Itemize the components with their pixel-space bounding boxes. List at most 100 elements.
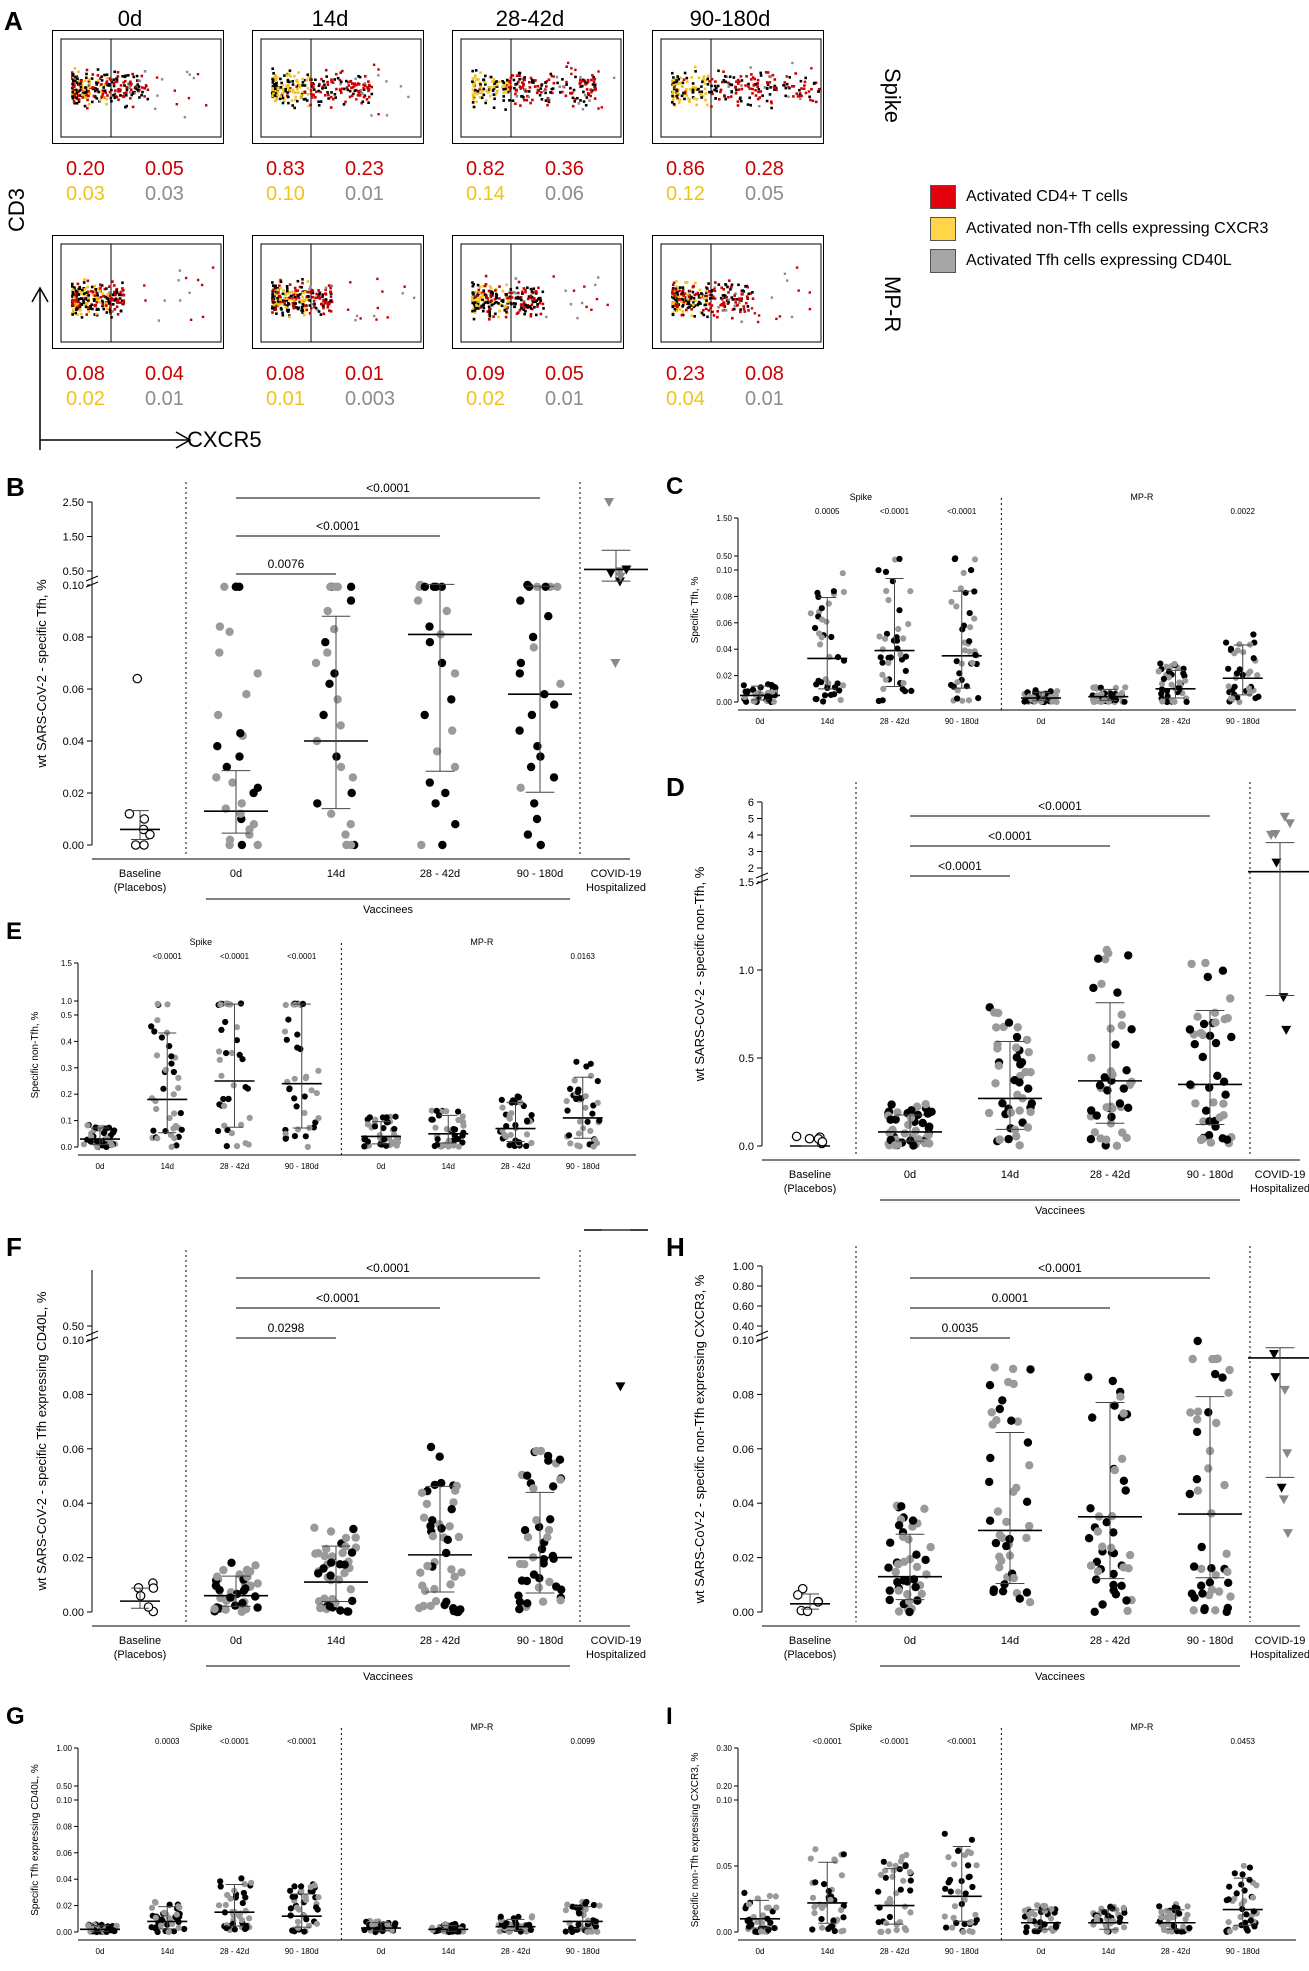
flow-event-dot	[736, 104, 740, 107]
flow-event-dot	[473, 303, 476, 307]
flow-event-dot	[109, 306, 112, 310]
data-point	[152, 1914, 159, 1921]
data-point	[216, 1048, 223, 1055]
flow-event-dot	[564, 94, 568, 98]
data-point	[425, 638, 435, 647]
flow-event-dot	[685, 76, 689, 80]
flow-event-dot	[329, 286, 332, 290]
flow-event-dot	[716, 310, 719, 313]
flow-event-dot	[105, 97, 109, 101]
flow-event-dot	[712, 295, 715, 298]
panel-label-a: A	[4, 6, 23, 36]
flow-event-dot	[105, 302, 108, 305]
flow-event-dot	[301, 295, 304, 299]
x-tick-label: 28 - 42d	[220, 1947, 249, 1956]
flow-event-dot	[302, 98, 306, 101]
data-point	[809, 1894, 817, 1901]
data-point	[534, 1522, 544, 1532]
y-tick-label: 0.1	[61, 1117, 73, 1126]
flow-event-dot	[518, 297, 521, 300]
x-tick-label: 14d	[1102, 1947, 1115, 1956]
flow-event-dot	[808, 291, 811, 294]
flow-event-dot	[84, 94, 88, 98]
data-point	[894, 1607, 904, 1616]
flow-event-dot	[675, 300, 679, 303]
data-point	[947, 1888, 954, 1895]
data-point	[303, 1916, 310, 1923]
flow-event-dot	[356, 89, 360, 93]
flow-event-dot	[184, 276, 188, 280]
flow-event-dot	[678, 286, 682, 289]
flow-event-dot	[123, 84, 126, 87]
x-tick-label: 0d	[230, 868, 242, 880]
flow-plot-svg-0-0	[60, 38, 222, 138]
flow-event-dot	[518, 74, 521, 78]
data-point	[555, 1455, 565, 1464]
flow-event-dot	[84, 298, 88, 301]
flow-event-dot	[316, 308, 319, 312]
data-point	[361, 1136, 368, 1143]
data-point	[1231, 1895, 1238, 1902]
flow-event-dot	[731, 298, 735, 301]
flow-event-dot	[543, 89, 546, 93]
data-point	[886, 1538, 895, 1547]
data-point	[818, 605, 825, 612]
data-point	[316, 1603, 325, 1613]
flow-event-dot	[525, 89, 528, 93]
flow-event-dot	[353, 89, 357, 92]
data-point	[590, 1143, 597, 1150]
flow-event-dot	[681, 292, 684, 296]
data-point	[968, 1836, 975, 1843]
flow-event-dot	[708, 303, 711, 306]
data-point	[896, 1866, 903, 1873]
data-point	[926, 1542, 935, 1552]
data-point	[894, 1521, 904, 1530]
flow-event-dot	[489, 295, 493, 299]
flow-event-dot	[473, 91, 476, 95]
data-point	[1209, 1098, 1218, 1107]
flow-event-dot	[124, 105, 127, 109]
flow-event-dot	[74, 289, 78, 293]
data-point	[955, 1888, 962, 1895]
flow-event-dot	[524, 290, 527, 294]
data-point	[454, 1532, 464, 1542]
vaccinee-label: Vaccinees	[363, 1671, 413, 1683]
data-point	[455, 1108, 462, 1115]
flow-event-dot	[727, 300, 730, 304]
data-point	[960, 569, 967, 576]
flow-event-dot	[735, 80, 738, 83]
data-point	[139, 840, 149, 850]
data-point	[804, 1133, 815, 1144]
x-tick-label: 0d	[377, 1947, 386, 1956]
flow-event-dot	[800, 87, 803, 90]
flow-event-dot	[367, 80, 370, 83]
flow-event-dot	[274, 303, 278, 306]
flow-event-dot	[498, 309, 501, 313]
data-point	[749, 686, 757, 693]
flow-event-dot	[692, 85, 695, 89]
flow-event-dot	[324, 298, 328, 301]
flow-event-dot	[672, 290, 676, 293]
flow-event-dot	[730, 283, 734, 287]
data-point	[536, 840, 545, 850]
y-tick-label: 0.50	[716, 552, 732, 561]
flow-event-dot	[109, 303, 112, 307]
flow-event-dot	[710, 84, 713, 88]
flow-plot-1-1	[252, 235, 424, 349]
y-tick-label: 6	[748, 797, 754, 809]
data-point	[1026, 1107, 1035, 1117]
data-point	[450, 669, 460, 678]
flow-event-dot	[590, 308, 593, 311]
data-point	[1161, 1926, 1168, 1933]
flow-event-dot	[754, 89, 757, 92]
pvalue-label: 0.0003	[155, 1737, 180, 1746]
flow-event-dot	[721, 309, 725, 312]
flow-event-dot	[75, 294, 78, 297]
data-point	[1105, 698, 1112, 705]
data-point	[807, 1855, 814, 1862]
flow-plot-1-0	[52, 235, 224, 349]
gate-value-1-0-3: 0.01	[145, 388, 184, 410]
flow-event-dot	[474, 301, 477, 304]
flow-event-dot	[526, 286, 529, 289]
x-tick-label: 0d	[377, 1162, 386, 1171]
